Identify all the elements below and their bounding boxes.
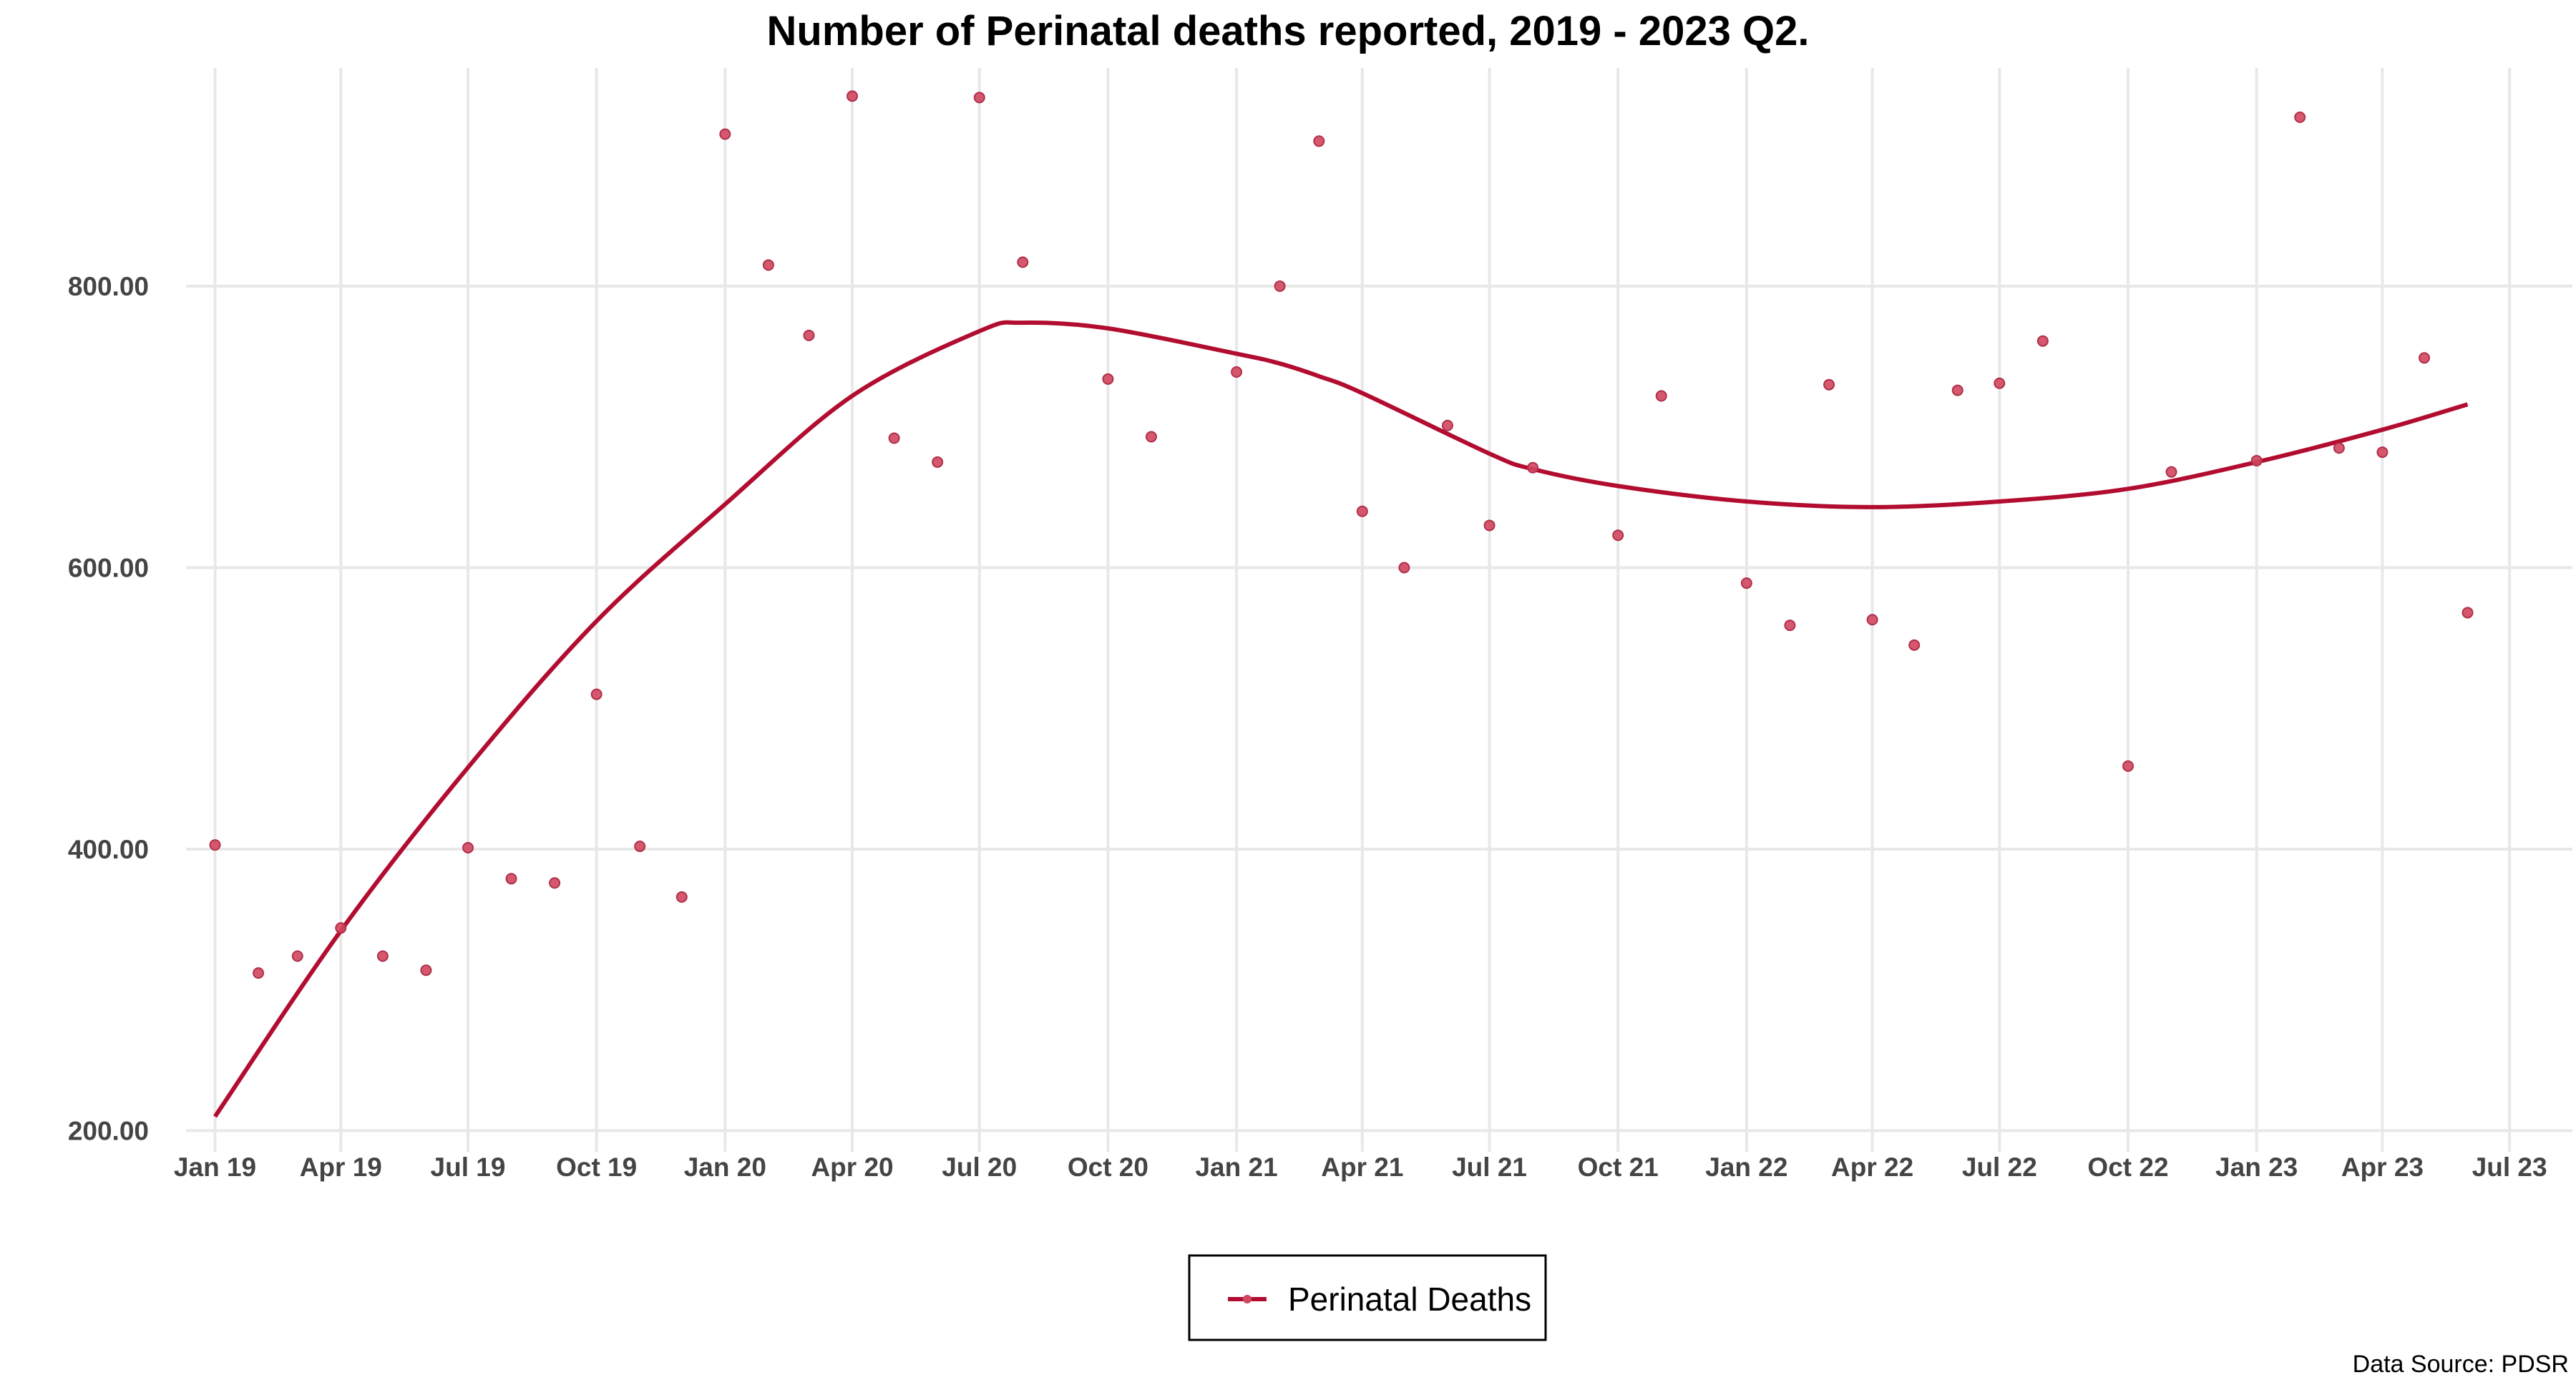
data-point	[2165, 466, 2177, 478]
data-point	[2036, 335, 2049, 347]
x-tick-label: Oct 22	[2087, 1152, 2168, 1182]
data-point	[675, 891, 688, 903]
x-tick-label: Jul 21	[1452, 1152, 1527, 1182]
x-tick-label: Jul 19	[431, 1152, 506, 1182]
x-tick-label: Apr 19	[300, 1152, 382, 1182]
data-point	[549, 877, 561, 889]
data-point	[847, 90, 859, 102]
data-point	[1017, 256, 1029, 268]
data-point	[253, 967, 265, 979]
data-point	[973, 92, 985, 104]
x-tick-label: Apr 22	[1831, 1152, 1913, 1182]
x-tick-label: Jan 20	[684, 1152, 766, 1182]
data-point	[2122, 760, 2134, 772]
data-point	[1527, 461, 1539, 474]
x-tick-label: Oct 19	[556, 1152, 637, 1182]
legend-label: Perinatal Deaths	[1288, 1281, 1531, 1318]
data-point	[803, 329, 815, 341]
x-tick-label: Apr 20	[811, 1152, 893, 1182]
x-tick-label: Oct 21	[1578, 1152, 1659, 1182]
legend-point-key	[1243, 1295, 1252, 1303]
x-tick-label: Oct 20	[1068, 1152, 1148, 1182]
data-point	[1483, 519, 1496, 532]
data-point	[376, 950, 389, 962]
data-point	[1823, 378, 1835, 391]
x-tick-label: Jan 23	[2215, 1152, 2298, 1182]
x-tick-label: Jan 21	[1195, 1152, 1277, 1182]
data-point	[335, 922, 347, 934]
x-tick-label: Jul 22	[1962, 1152, 2037, 1182]
data-point	[1145, 431, 1157, 443]
trend-line	[213, 320, 2469, 1118]
y-axis: 200.00 400.00 600.00 800.00	[68, 272, 149, 1146]
data-point	[932, 456, 944, 468]
data-point	[209, 839, 221, 851]
x-tick-label: Apr 23	[2341, 1152, 2424, 1182]
data-point	[1398, 562, 1410, 574]
x-tick-label: Jan 19	[174, 1152, 256, 1182]
data-point	[2294, 111, 2306, 123]
y-tick-label: 800.00	[68, 272, 149, 301]
data-point	[1102, 373, 1114, 385]
data-point	[762, 259, 774, 271]
y-tick-label: 200.00	[68, 1116, 149, 1145]
data-point	[291, 950, 303, 962]
x-tick-label: Apr 21	[1321, 1152, 1403, 1182]
data-point	[1356, 505, 1368, 517]
data-point	[888, 432, 900, 444]
data-point	[1784, 620, 1796, 632]
data-point	[1441, 419, 1453, 431]
data-point	[1740, 577, 1752, 589]
trend-layer	[213, 320, 2469, 1118]
y-tick-label: 600.00	[68, 553, 149, 582]
data-point	[1655, 390, 1667, 402]
data-point	[2250, 454, 2263, 466]
points-layer	[209, 90, 2474, 979]
y-tick-label: 400.00	[68, 835, 149, 864]
data-point	[2376, 446, 2389, 459]
data-point	[719, 128, 731, 140]
data-point	[590, 688, 602, 700]
data-point	[1866, 614, 1878, 626]
data-point	[505, 873, 517, 885]
chart-title: Number of Perinatal deaths reported, 201…	[767, 8, 1810, 54]
data-point	[2462, 607, 2474, 619]
data-point	[462, 842, 474, 854]
data-point	[2418, 352, 2430, 364]
x-tick-label: Jul 20	[942, 1152, 1017, 1182]
data-point	[634, 841, 646, 853]
data-point	[1231, 366, 1243, 378]
data-point	[1908, 639, 1921, 651]
data-point	[420, 964, 432, 976]
data-point	[2333, 442, 2345, 454]
data-source-caption: Data Source: PDSR	[2353, 1351, 2569, 1378]
x-tick-label: Jul 23	[2472, 1152, 2547, 1182]
x-tick-label: Jan 22	[1705, 1152, 1787, 1182]
data-point	[1612, 529, 1624, 542]
grid-layer	[186, 68, 2572, 1152]
x-axis: Jan 19 Apr 19 Jul 19 Oct 19 Jan 20 Apr 20 Jul …	[174, 1152, 2547, 1182]
data-point	[1951, 384, 1963, 396]
data-point	[1313, 135, 1325, 147]
legend: Perinatal Deaths	[1188, 1254, 1547, 1341]
data-point	[1274, 280, 1286, 292]
data-point	[1994, 377, 2006, 389]
